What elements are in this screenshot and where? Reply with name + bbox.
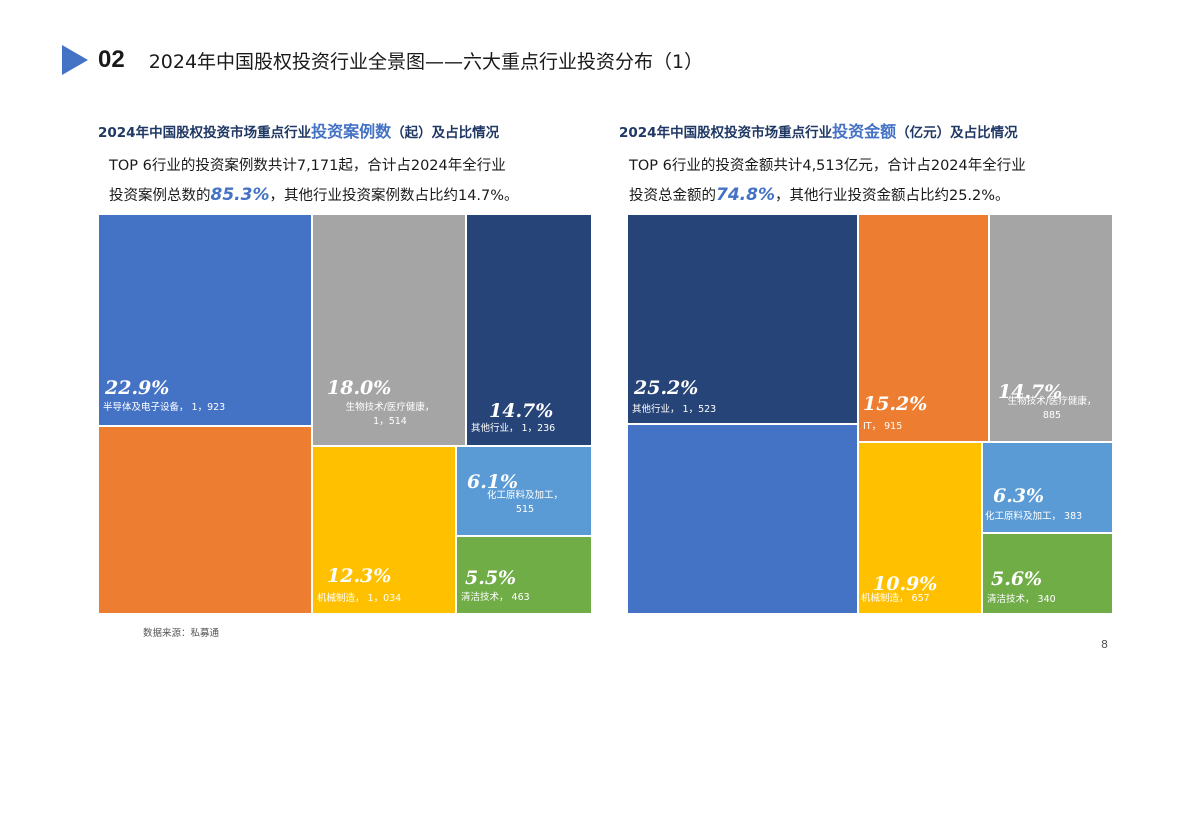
left-description: TOP 6行业的投资案例数共计7,171起，合计占2024年全行业 投资案例总数… bbox=[109, 152, 519, 211]
left-title-suffix: （起）及占比情况 bbox=[391, 125, 500, 141]
treemap-cell: 14.7% 其他行业， 1，236 bbox=[466, 214, 592, 446]
cell-percent: 14.7% bbox=[489, 400, 554, 422]
left-desc-suffix: ，其他行业投资案例数占比约14.7%。 bbox=[269, 188, 519, 204]
investment-amount-treemap: 25.2% 其他行业， 1，523 22.1% 半导体及电子设备， 1，333 15.2… bbox=[627, 214, 1113, 816]
left-title-highlight: 投资案例数 bbox=[311, 122, 392, 141]
section-number: 02 bbox=[98, 46, 125, 73]
left-desc-prefix: 投资案例总数的 bbox=[109, 188, 211, 204]
treemap-cell: 12.3% 机械制造， 1，034 bbox=[312, 446, 456, 614]
right-title-highlight: 投资金额 bbox=[832, 122, 897, 141]
page-number: 8 bbox=[1101, 638, 1108, 651]
triangle-marker-icon bbox=[62, 45, 88, 75]
cell-percent: 20.5% bbox=[105, 779, 170, 801]
treemap-cell: 15.2% IT， 915 bbox=[858, 214, 989, 442]
page-header: 02 2024年中国股权投资行业全景图——六大重点行业投资分布（1） bbox=[62, 38, 703, 82]
cell-percent: 15.2% bbox=[863, 393, 928, 415]
cell-label: IT， 915 bbox=[863, 421, 903, 432]
cell-label: 化工原料及加工， 515 bbox=[486, 490, 563, 515]
treemap-cell: 14.7% 生物技术/医疗健康， 885 bbox=[989, 214, 1113, 442]
cell-label: 清洁技术， 463 bbox=[461, 592, 530, 603]
right-description: TOP 6行业的投资金额共计4,513亿元，合计占2024年全行业 投资总金额的… bbox=[629, 152, 1026, 211]
cell-label: 清洁技术， 340 bbox=[987, 594, 1056, 605]
right-desc-pct: 74.8% bbox=[716, 185, 775, 205]
treemap-cell: 5.6% 清洁技术， 340 bbox=[982, 533, 1113, 614]
cell-percent: 18.0% bbox=[327, 377, 392, 399]
left-chart-title: 2024年中国股权投资市场重点行业投资案例数（起）及占比情况 bbox=[98, 118, 499, 142]
cell-label: 机械制造， 657 bbox=[861, 593, 930, 604]
cell-label: 其他行业， 1，523 bbox=[632, 404, 717, 415]
page-title: 2024年中国股权投资行业全景图——六大重点行业投资分布（1） bbox=[148, 50, 704, 73]
cell-label: 半导体及电子设备， 1，923 bbox=[103, 402, 226, 413]
right-title-prefix: 2024年中国股权投资市场重点行业 bbox=[619, 125, 833, 141]
treemap-cell: 10.9% 机械制造， 657 bbox=[858, 442, 982, 614]
cell-percent: 14.7% bbox=[998, 381, 1063, 403]
cell-label: 化工原料及加工， 383 bbox=[985, 511, 1083, 522]
treemap-cell: 5.5% 清洁技术， 463 bbox=[456, 536, 592, 614]
right-desc-line1: TOP 6行业的投资金额共计4,513亿元，合计占2024年全行业 bbox=[629, 158, 1026, 174]
cell-label: IT， 1，722 bbox=[103, 807, 158, 818]
cell-percent: 5.6% bbox=[991, 568, 1043, 590]
cell-percent: 5.5% bbox=[465, 567, 517, 589]
left-desc-pct: 85.3% bbox=[210, 185, 270, 205]
treemap-cell: 22.9% 半导体及电子设备， 1，923 bbox=[98, 214, 312, 426]
treemap-cell: 22.1% 半导体及电子设备， 1，333 bbox=[627, 424, 858, 816]
right-desc-prefix: 投资总金额的 bbox=[629, 188, 716, 204]
treemap-cell: 6.1% 化工原料及加工， 515 bbox=[456, 446, 592, 536]
left-desc-line2: 投资案例总数的85.3%，其他行业投资案例数占比约14.7%。 bbox=[109, 181, 519, 211]
cell-label: 半导体及电子设备， 1，333 bbox=[632, 805, 755, 816]
treemap-cell: 20.5% IT， 1，722 bbox=[98, 426, 312, 818]
cell-label: 生物技术/医疗健康， 1，514 bbox=[345, 402, 435, 427]
right-desc-line2: 投资总金额的74.8%，其他行业投资金额占比约25.2%。 bbox=[629, 181, 1026, 211]
right-title-suffix: （亿元）及占比情况 bbox=[896, 125, 1018, 141]
cell-label: 机械制造， 1，034 bbox=[317, 593, 402, 604]
left-title-prefix: 2024年中国股权投资市场重点行业 bbox=[98, 125, 312, 141]
cell-percent: 10.9% bbox=[873, 573, 938, 595]
right-desc-suffix: ，其他行业投资金额占比约25.2%。 bbox=[774, 188, 1010, 204]
cell-label: 其他行业， 1，236 bbox=[471, 423, 556, 434]
cell-percent: 22.1% bbox=[634, 777, 699, 799]
case-count-treemap: 22.9% 半导体及电子设备， 1，923 20.5% IT， 1，722 18.0% 生… bbox=[98, 214, 592, 818]
cell-percent: 22.9% bbox=[105, 377, 170, 399]
cell-percent: 6.3% bbox=[993, 485, 1045, 507]
right-chart-title: 2024年中国股权投资市场重点行业投资金额（亿元）及占比情况 bbox=[619, 118, 1018, 142]
left-desc-line1: TOP 6行业的投资案例数共计7,171起，合计占2024年全行业 bbox=[109, 158, 506, 174]
cell-label: 生物技术/医疗健康， 885 bbox=[1007, 396, 1097, 421]
treemap-cell: 18.0% 生物技术/医疗健康， 1，514 bbox=[312, 214, 466, 446]
cell-percent: 25.2% bbox=[634, 377, 699, 399]
treemap-cell: 6.3% 化工原料及加工， 383 bbox=[982, 442, 1113, 533]
cell-percent: 6.1% bbox=[467, 471, 519, 493]
treemap-cell: 25.2% 其他行业， 1，523 bbox=[627, 214, 858, 424]
data-source: 数据来源：私募通 bbox=[143, 628, 220, 639]
cell-percent: 12.3% bbox=[327, 565, 392, 587]
